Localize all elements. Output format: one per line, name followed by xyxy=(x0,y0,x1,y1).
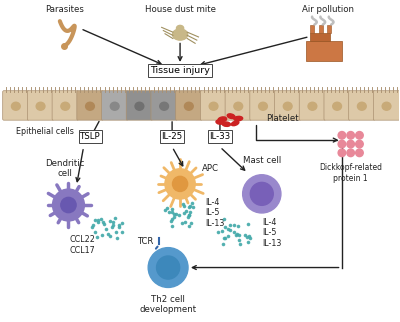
FancyBboxPatch shape xyxy=(310,24,314,33)
Text: Air pollution: Air pollution xyxy=(302,5,354,14)
FancyBboxPatch shape xyxy=(200,91,227,120)
Circle shape xyxy=(338,149,346,156)
Ellipse shape xyxy=(12,102,20,110)
FancyBboxPatch shape xyxy=(319,24,323,33)
Text: CCL22
CCL17: CCL22 CCL17 xyxy=(70,235,95,254)
Text: Dendritic
cell: Dendritic cell xyxy=(45,158,84,178)
Ellipse shape xyxy=(231,121,239,126)
Ellipse shape xyxy=(283,102,292,110)
Text: Tissue injury: Tissue injury xyxy=(150,66,210,75)
Circle shape xyxy=(338,140,346,148)
Ellipse shape xyxy=(160,102,168,110)
Circle shape xyxy=(243,175,281,213)
Ellipse shape xyxy=(382,102,391,110)
Text: Parasites: Parasites xyxy=(45,5,84,14)
FancyBboxPatch shape xyxy=(349,91,375,120)
Ellipse shape xyxy=(216,120,223,124)
FancyBboxPatch shape xyxy=(176,91,202,120)
Circle shape xyxy=(356,131,363,139)
FancyBboxPatch shape xyxy=(151,91,177,120)
Circle shape xyxy=(148,248,188,288)
Circle shape xyxy=(356,149,363,156)
Text: IL-4
IL-5
IL-13: IL-4 IL-5 IL-13 xyxy=(262,218,281,248)
FancyBboxPatch shape xyxy=(299,91,326,120)
Text: House dust mite: House dust mite xyxy=(144,5,216,14)
Ellipse shape xyxy=(227,114,235,118)
Text: Epithelial cells: Epithelial cells xyxy=(16,127,74,136)
FancyBboxPatch shape xyxy=(3,91,29,120)
Ellipse shape xyxy=(234,116,243,121)
Ellipse shape xyxy=(61,102,70,110)
Ellipse shape xyxy=(184,102,193,110)
Text: Platelet: Platelet xyxy=(266,115,298,123)
Ellipse shape xyxy=(110,102,119,110)
Text: Th2 cell
development: Th2 cell development xyxy=(140,295,197,314)
Text: IL-25: IL-25 xyxy=(162,132,183,141)
Ellipse shape xyxy=(358,102,366,110)
FancyBboxPatch shape xyxy=(28,91,54,120)
FancyBboxPatch shape xyxy=(250,91,276,120)
Text: TCR: TCR xyxy=(137,237,153,246)
Text: APC: APC xyxy=(202,164,219,173)
Circle shape xyxy=(52,189,84,221)
Circle shape xyxy=(356,140,363,148)
FancyBboxPatch shape xyxy=(373,91,400,120)
Text: IL-33: IL-33 xyxy=(209,132,230,141)
Ellipse shape xyxy=(258,102,267,110)
Text: TSLP: TSLP xyxy=(80,132,101,141)
Ellipse shape xyxy=(218,117,227,122)
Text: Dickkopf-related
protein 1: Dickkopf-related protein 1 xyxy=(319,163,382,183)
FancyBboxPatch shape xyxy=(126,91,152,120)
Ellipse shape xyxy=(308,102,317,110)
Text: IL-4
IL-5
IL-13: IL-4 IL-5 IL-13 xyxy=(205,198,224,228)
FancyBboxPatch shape xyxy=(306,41,342,61)
Circle shape xyxy=(347,131,354,139)
FancyBboxPatch shape xyxy=(327,24,331,33)
Ellipse shape xyxy=(36,102,45,110)
FancyBboxPatch shape xyxy=(52,91,78,120)
Ellipse shape xyxy=(172,29,188,40)
FancyBboxPatch shape xyxy=(324,91,350,120)
Circle shape xyxy=(61,197,76,213)
Ellipse shape xyxy=(333,102,342,110)
Circle shape xyxy=(347,149,354,156)
Circle shape xyxy=(347,140,354,148)
Ellipse shape xyxy=(86,102,94,110)
Ellipse shape xyxy=(234,102,243,110)
Text: Mast cell: Mast cell xyxy=(243,156,281,165)
Ellipse shape xyxy=(176,25,184,31)
Circle shape xyxy=(172,176,188,192)
Ellipse shape xyxy=(222,122,230,126)
FancyBboxPatch shape xyxy=(274,91,301,120)
FancyBboxPatch shape xyxy=(77,91,103,120)
Circle shape xyxy=(165,169,195,199)
FancyBboxPatch shape xyxy=(225,91,252,120)
Circle shape xyxy=(250,182,273,205)
Circle shape xyxy=(338,131,346,139)
FancyBboxPatch shape xyxy=(310,33,330,41)
Ellipse shape xyxy=(209,102,218,110)
FancyBboxPatch shape xyxy=(102,91,128,120)
Circle shape xyxy=(156,256,180,279)
Ellipse shape xyxy=(135,102,144,110)
